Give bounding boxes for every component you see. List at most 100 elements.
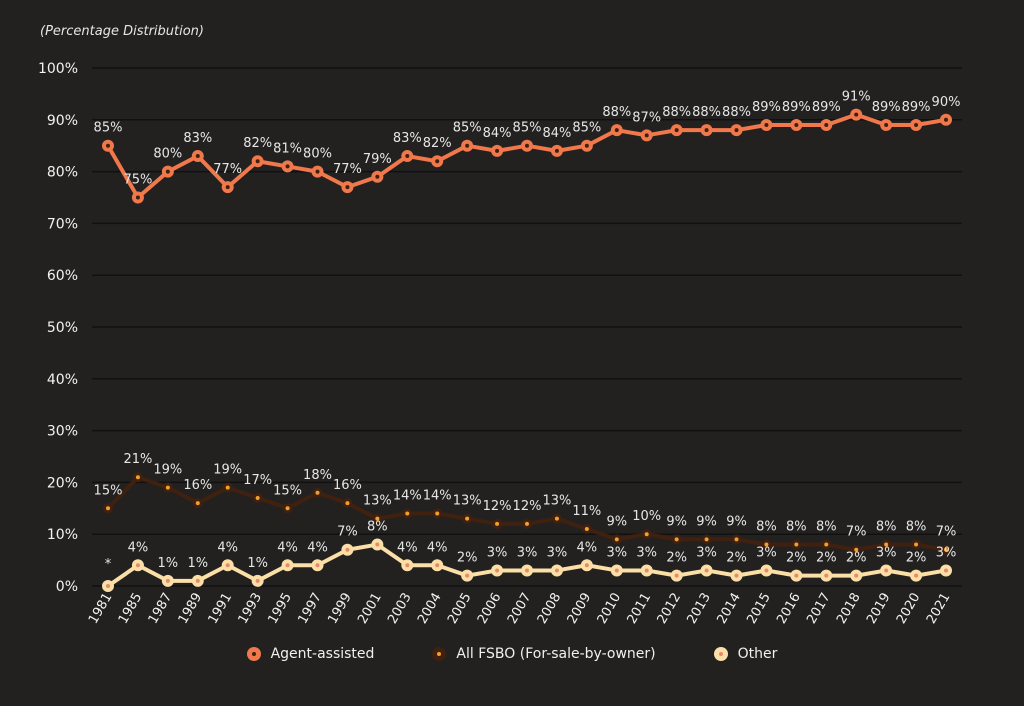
data-point-center [375, 516, 380, 521]
data-label: 14% [393, 488, 422, 503]
data-point-center [584, 563, 589, 568]
data-label: 3% [696, 545, 717, 560]
data-point-center [614, 128, 619, 133]
data-point-center [315, 169, 320, 174]
data-point-center [225, 185, 230, 190]
data-point-center [614, 537, 619, 542]
data-point-center [165, 169, 170, 174]
y-tick-label: 80% [47, 165, 78, 181]
data-point-center [435, 563, 440, 568]
data-point-center [764, 542, 769, 547]
data-label: 9% [606, 514, 627, 529]
data-point-center [435, 159, 440, 164]
data-label: 2% [786, 551, 807, 566]
data-label: 14% [423, 488, 452, 503]
data-point-center [345, 547, 350, 552]
data-label: 91% [842, 90, 871, 105]
data-label: 89% [812, 100, 841, 115]
data-label: 4% [427, 540, 448, 555]
data-label: 8% [367, 520, 388, 535]
x-tick-label: 2016 [774, 591, 804, 627]
x-tick-label: 2011 [625, 591, 655, 627]
data-label: 3% [517, 545, 538, 560]
data-point-center [554, 148, 559, 153]
data-label: 84% [483, 126, 512, 141]
y-tick-label: 90% [47, 113, 78, 129]
data-point-center [106, 506, 110, 511]
y-tick-label: 0% [56, 579, 78, 595]
x-tick-label: 2005 [445, 591, 475, 627]
data-label: 13% [363, 494, 392, 509]
data-label: 4% [307, 540, 328, 555]
data-point-center [824, 542, 829, 547]
x-tick-label: 1981 [86, 591, 116, 627]
data-label: 2% [726, 551, 747, 566]
x-tick-label: 2019 [864, 591, 894, 627]
data-label: 85% [513, 121, 542, 136]
data-label: 3% [756, 545, 777, 560]
data-label: 17% [243, 473, 272, 488]
data-point-center [854, 573, 859, 578]
data-point-center [165, 578, 170, 583]
data-label: 89% [872, 100, 901, 115]
data-point-center [794, 542, 799, 547]
data-label: 21% [123, 452, 152, 467]
x-tick-label: 2017 [804, 591, 834, 627]
data-label: 85% [453, 121, 482, 136]
data-label: 85% [94, 121, 123, 136]
data-label: 80% [153, 147, 182, 162]
data-point-center [285, 563, 290, 568]
data-point-center [525, 521, 529, 526]
data-point-center [255, 495, 260, 500]
data-point-center [944, 568, 948, 573]
y-tick-label: 40% [47, 372, 78, 388]
data-label: 4% [217, 540, 238, 555]
data-label: 8% [906, 520, 927, 535]
x-tick-label: 2003 [385, 591, 415, 627]
x-tick-label: 1993 [236, 591, 266, 627]
data-label: 77% [213, 162, 242, 177]
data-point-center [824, 122, 829, 127]
data-point-center [884, 542, 889, 547]
data-point-center [704, 537, 709, 542]
data-point-center [525, 568, 529, 573]
data-label: 90% [932, 95, 961, 110]
legend: Agent-assisted All FSBO (For-sale-by-own… [0, 646, 1024, 662]
data-point-center [375, 174, 380, 179]
data-label: 8% [876, 520, 897, 535]
data-label: 2% [666, 551, 687, 566]
data-label: * [105, 557, 112, 572]
data-label: 4% [128, 540, 149, 555]
data-label: 88% [662, 105, 691, 120]
legend-item-other[interactable]: Other [713, 646, 777, 662]
data-point-center [106, 584, 110, 588]
x-tick-label: 2012 [655, 591, 685, 627]
data-point-center [405, 563, 410, 568]
legend-item-fsbo[interactable]: All FSBO (For-sale-by-owner) [432, 646, 656, 662]
y-tick-label: 30% [47, 424, 78, 440]
data-label: 2% [846, 551, 867, 566]
y-tick-label: 50% [47, 320, 78, 336]
data-label: 8% [816, 520, 837, 535]
data-point-center [255, 159, 260, 164]
data-point-center [345, 501, 350, 506]
x-tick-label: 2018 [834, 591, 864, 627]
data-label: 12% [513, 499, 542, 514]
data-point-center [135, 563, 140, 568]
x-tick-label: 2001 [355, 591, 385, 627]
legend-item-agent[interactable]: Agent-assisted [246, 646, 374, 662]
data-point-center [944, 547, 948, 552]
data-label: 88% [602, 105, 631, 120]
data-label: 18% [303, 468, 332, 483]
data-point-center [225, 485, 230, 490]
data-point-center [884, 568, 889, 573]
data-label: 84% [542, 126, 571, 141]
data-label: 3% [487, 545, 508, 560]
data-point-center [285, 164, 290, 169]
data-point-center [135, 475, 140, 480]
data-label: 7% [846, 525, 867, 540]
y-tick-label: 60% [47, 268, 78, 284]
data-label: 4% [277, 540, 298, 555]
data-point-center [734, 573, 739, 578]
data-label: 8% [786, 520, 807, 535]
